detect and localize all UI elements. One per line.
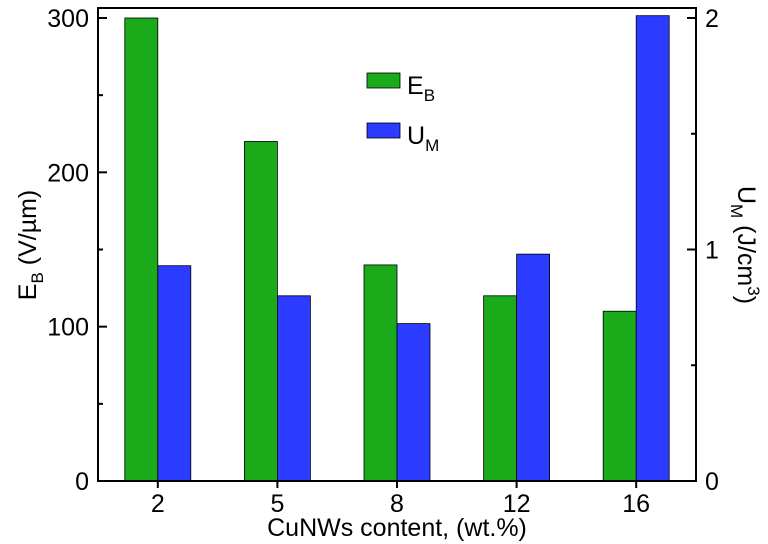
- x-tick-label-8: 8: [390, 490, 404, 518]
- bar-um-8: [396, 323, 431, 482]
- bar-eb-12: [483, 295, 518, 482]
- legend-label-eb: EB: [407, 72, 435, 105]
- bar-um-5: [276, 295, 311, 482]
- legend: EB UM: [366, 72, 439, 155]
- bars-group: [124, 15, 670, 482]
- y-left-tick-label-2: 200: [47, 159, 89, 187]
- legend-swatch-um: [366, 122, 401, 139]
- bar-eb-8: [363, 264, 398, 482]
- y-right-tick-label-1: 1: [705, 237, 719, 265]
- x-tick-label-16: 16: [622, 490, 650, 518]
- ticks-group: [98, 17, 696, 488]
- y-left-tick-label-3: 300: [47, 5, 89, 33]
- x-axis-title: CuNWs content, (wt.%): [267, 514, 527, 542]
- bar-eb-2: [124, 17, 159, 482]
- y-left-tick-label-1: 100: [47, 314, 89, 342]
- bar-um-2: [157, 265, 192, 482]
- y-axis-right-title: UM (J/cm3): [727, 186, 763, 304]
- y-left-tick-label-0: 0: [75, 468, 89, 496]
- y-right-tick-label-2: 2: [705, 5, 719, 33]
- y-axis-left-title: EB (V/µm): [14, 190, 47, 300]
- legend-swatch-eb: [366, 72, 401, 89]
- y-right-tick-label-0: 0: [705, 468, 719, 496]
- bar-eb-5: [243, 141, 278, 482]
- bar-eb-16: [602, 310, 637, 482]
- x-tick-label-5: 5: [270, 490, 284, 518]
- x-tick-label-12: 12: [503, 490, 531, 518]
- x-tick-label-2: 2: [151, 490, 165, 518]
- bar-um-12: [516, 253, 550, 482]
- bar-um-16: [635, 15, 670, 482]
- legend-label-um: UM: [407, 122, 439, 155]
